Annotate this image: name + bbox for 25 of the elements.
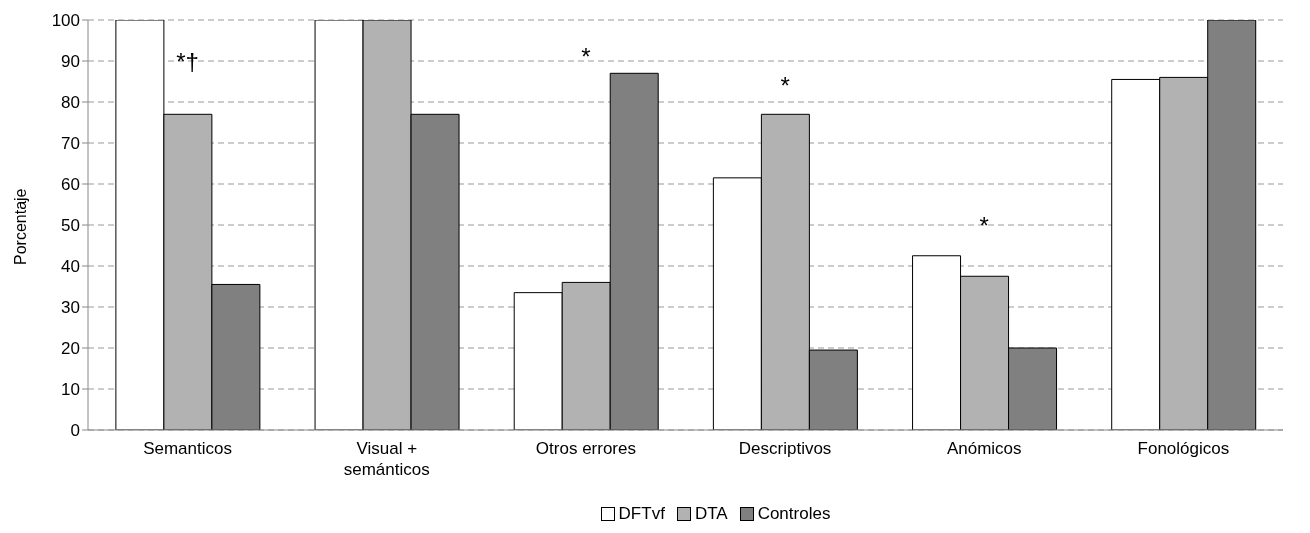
y-tick-label: 0 [70, 421, 80, 441]
legend-label: Controles [757, 504, 831, 524]
x-tick-label: Anómicos [946, 439, 1022, 458]
x-tick-label: Otros errores [535, 439, 636, 458]
y-tick-label: 10 [61, 380, 80, 400]
y-tick-label: 40 [61, 257, 80, 277]
x-tick-label: Semanticos [143, 439, 232, 458]
y-tick-label: 30 [61, 298, 80, 318]
annotation: * [780, 72, 790, 100]
annotation: * [581, 43, 591, 71]
y-tick-label: 50 [61, 216, 80, 236]
annotation: * [979, 211, 989, 239]
y-tick-label: 80 [61, 93, 80, 113]
x-tick-label: Visual + semánticos [343, 439, 430, 479]
y-tick-label: 90 [61, 52, 80, 72]
annotation: *† [176, 47, 199, 75]
y-tick-label: 60 [61, 175, 80, 195]
y-tick-label: 70 [61, 134, 80, 154]
y-axis-title: Porcentaje [11, 188, 29, 265]
legend-label: DFTvf [618, 504, 665, 524]
y-tick-label: 100 [51, 11, 80, 31]
x-tick-label: Fonológicos [1137, 439, 1230, 458]
y-tick-label: 20 [61, 339, 80, 359]
x-tick-label: Descriptivos [738, 439, 832, 458]
legend-label: DTA [694, 504, 728, 524]
